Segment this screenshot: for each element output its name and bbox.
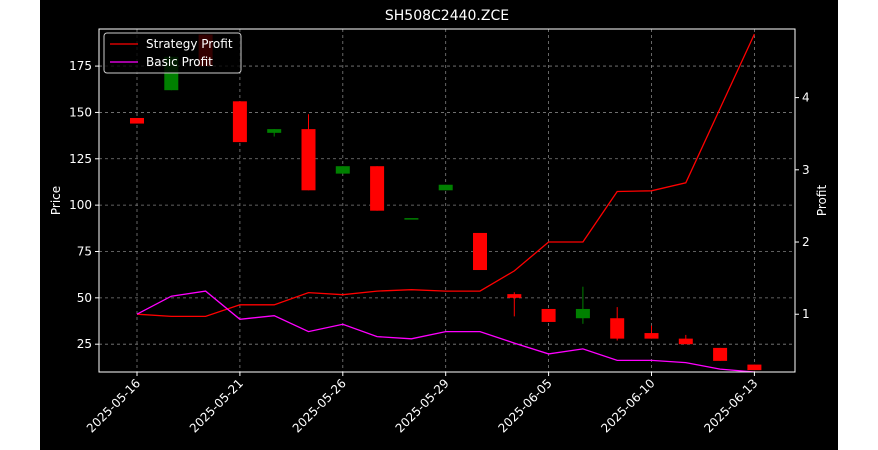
candle-body	[232, 101, 247, 143]
candle	[267, 129, 282, 137]
candle-body	[678, 338, 693, 345]
candle	[438, 184, 453, 191]
y-left-tick-label: 125	[69, 152, 92, 166]
strategy-profit-line	[136, 33, 755, 318]
candle-body	[507, 294, 522, 298]
candle	[644, 325, 659, 339]
y-right-tick-label: 2	[802, 235, 810, 249]
candle	[713, 347, 728, 361]
candle-body	[610, 318, 625, 339]
legend-label-strategy: Strategy Profit	[146, 37, 233, 51]
x-tick-label: 2025-05-29	[393, 376, 452, 435]
legend-label-basic: Basic Profit	[146, 55, 213, 69]
candlestick-chart: 2025-05-16 2025-05-21 2025-05-26 2025-05-29…	[49, 8, 829, 435]
basic-profit-line	[136, 290, 755, 372]
candle	[232, 101, 247, 143]
candle-body	[335, 166, 350, 174]
candle-body	[130, 117, 144, 124]
candle	[404, 218, 419, 220]
candle	[575, 286, 590, 324]
chart-title: SH508C2440.ZCE	[385, 8, 509, 24]
candle-body	[575, 308, 590, 319]
y-axis-label-right: Profit	[815, 185, 829, 217]
candle	[130, 117, 144, 124]
candle-body	[404, 218, 419, 220]
candle-body	[370, 166, 385, 211]
candle	[473, 232, 487, 271]
y-right-tick-label: 3	[802, 163, 810, 177]
candle-body	[301, 129, 316, 191]
candle	[678, 334, 693, 345]
candle-body	[541, 308, 556, 322]
plot-frame	[98, 28, 796, 373]
candle	[335, 166, 350, 174]
x-tick-label: 2025-06-10	[598, 376, 657, 435]
candle-body	[473, 232, 487, 271]
ticks: 2025-05-16 2025-05-21 2025-05-26 2025-05-29…	[69, 59, 810, 435]
candle	[370, 166, 385, 211]
y-left-tick-label: 25	[77, 337, 92, 351]
candle	[507, 292, 522, 317]
figure: 2025-05-16 2025-05-21 2025-05-26 2025-05-29…	[40, 0, 838, 450]
y-left-tick-label: 50	[77, 291, 92, 305]
y-right-tick-label: 4	[802, 91, 810, 105]
y-left-tick-label: 100	[69, 198, 92, 212]
y-left-tick-label: 150	[69, 105, 92, 119]
candle	[610, 307, 625, 341]
legend-box	[103, 32, 242, 74]
candle-body	[267, 129, 282, 133]
grid	[99, 29, 795, 372]
x-tick-label: 2025-05-26	[290, 376, 349, 435]
legend: Strategy Profit Basic Profit	[103, 32, 242, 74]
x-tick-label: 2025-05-21	[187, 376, 246, 435]
candle	[747, 364, 762, 371]
y-left-tick-label: 75	[77, 244, 92, 258]
x-tick-label: 2025-05-16	[84, 376, 143, 435]
candle-body	[747, 364, 762, 371]
y-left-tick-label: 175	[69, 59, 92, 73]
candle-body	[644, 333, 659, 339]
candle	[301, 114, 316, 191]
x-tick-label: 2025-06-05	[496, 376, 555, 435]
profit-lines	[136, 33, 755, 372]
candle-body	[438, 184, 453, 191]
y-axis-label-left: Price	[49, 186, 63, 215]
candle	[541, 308, 556, 322]
x-tick-label: 2025-06-13	[701, 376, 760, 435]
y-right-tick-label: 1	[802, 307, 810, 321]
candle-body	[713, 347, 728, 361]
